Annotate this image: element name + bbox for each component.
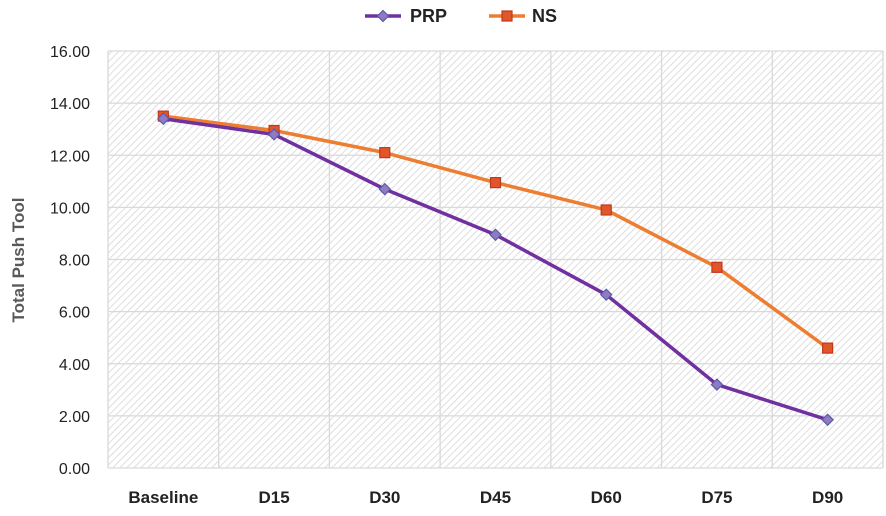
data-point-prp bbox=[710, 378, 724, 391]
legend-item-prp[interactable]: PRP bbox=[365, 6, 447, 26]
y-tick-label: 12.00 bbox=[50, 148, 90, 165]
y-tick-label: 14.00 bbox=[50, 96, 90, 113]
data-point-ns bbox=[489, 177, 502, 189]
data-point-ns bbox=[379, 147, 391, 159]
data-point-prp bbox=[821, 413, 834, 427]
x-tick-label: D90 bbox=[812, 488, 843, 507]
x-tick-label: Baseline bbox=[128, 488, 198, 507]
y-axis-ticks: 0.00 2.00 4.00 6.00 8.00 10.00 12.00 14.00 16.00 bbox=[50, 44, 90, 478]
legend-marker-prp bbox=[376, 9, 390, 23]
x-tick-label: D60 bbox=[591, 488, 622, 507]
x-tick-label: D15 bbox=[258, 488, 289, 507]
data-point-prp bbox=[378, 182, 392, 196]
y-tick-label: 16.00 bbox=[50, 44, 90, 61]
legend-marker-ns bbox=[501, 10, 513, 22]
data-point-prp bbox=[267, 128, 281, 141]
series-layer bbox=[157, 110, 834, 427]
legend-label: NS bbox=[532, 6, 557, 26]
y-tick-label: 2.00 bbox=[59, 409, 90, 426]
data-point-ns bbox=[822, 342, 834, 354]
x-tick-label: D45 bbox=[480, 488, 511, 507]
data-point-prp bbox=[157, 112, 170, 126]
gridlines bbox=[107, 50, 884, 469]
data-point-ns bbox=[711, 261, 723, 273]
x-tick-label: D75 bbox=[701, 488, 732, 507]
y-tick-label: 8.00 bbox=[59, 253, 90, 270]
legend-item-ns[interactable]: NS bbox=[489, 6, 557, 26]
legend[interactable]: PRP NS bbox=[365, 6, 557, 26]
data-point-prp bbox=[599, 288, 613, 302]
y-tick-label: 6.00 bbox=[59, 305, 90, 322]
y-tick-label: 10.00 bbox=[50, 200, 90, 217]
x-axis-ticks: Baseline D15 D30 D45 D60 D75 D90 bbox=[128, 488, 843, 507]
data-point-ns bbox=[600, 204, 612, 216]
y-tick-label: 0.00 bbox=[59, 461, 90, 478]
y-tick-label: 4.00 bbox=[59, 357, 90, 374]
x-tick-label: D30 bbox=[369, 488, 400, 507]
data-point-prp bbox=[489, 228, 502, 242]
legend-label: PRP bbox=[410, 6, 447, 26]
y-axis-title: Total Push Tool bbox=[9, 198, 28, 323]
